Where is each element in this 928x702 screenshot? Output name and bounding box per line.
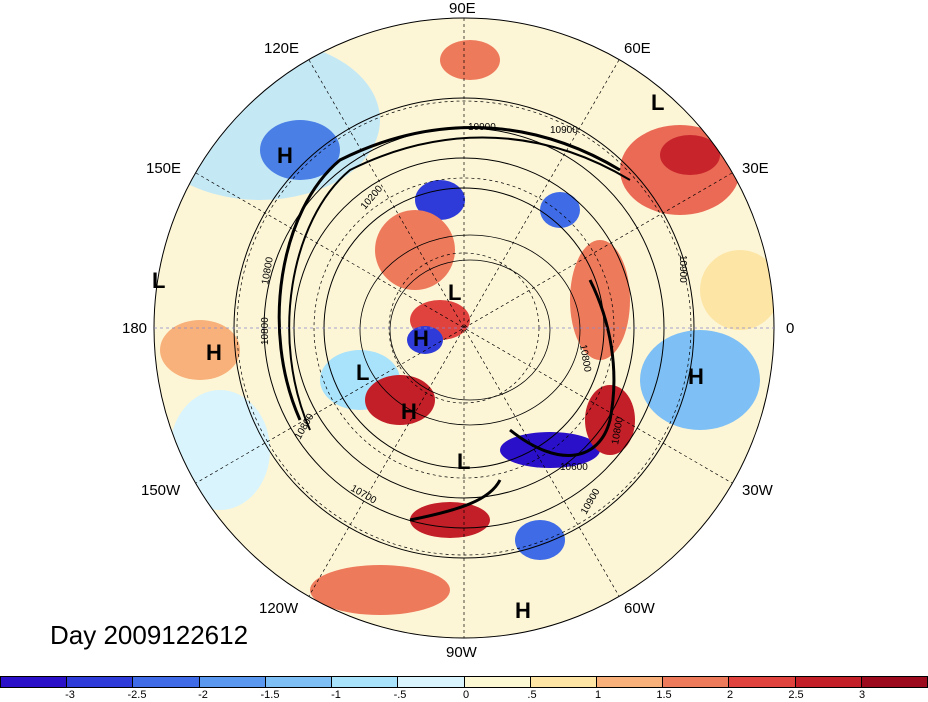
colorbar-swatch <box>795 677 862 687</box>
pressure-center-l: L <box>356 360 370 385</box>
contour-label: 10900 <box>550 125 578 136</box>
colorbar-swatch <box>596 677 664 687</box>
colorbar-swatch <box>861 677 928 687</box>
pressure-center-h: H <box>277 143 293 168</box>
lon-label-120e: 120E <box>264 40 300 57</box>
colorbar-tick: -1.5 <box>260 689 280 701</box>
colorbar-tick: 2.5 <box>788 689 804 701</box>
pressure-center-h: H <box>515 598 531 623</box>
pressure-center-l: L <box>448 280 462 305</box>
pressure-center-l: L <box>651 90 665 115</box>
colorbar <box>0 676 928 688</box>
pressure-center-h: H <box>401 399 417 424</box>
contour-label: 10800 <box>610 416 626 446</box>
colorbar-swatch <box>464 677 531 687</box>
lon-label-30e: 30E <box>742 160 769 177</box>
colorbar-tick: -.5 <box>393 689 407 701</box>
colorbar-tick: -2.5 <box>127 689 147 701</box>
colorbar-tick: 0 <box>462 689 470 701</box>
contour-label: 10900 <box>468 122 496 133</box>
colorbar-swatch <box>398 677 465 687</box>
contour-label: 10900 <box>579 487 603 517</box>
lon-label-90w: 90W <box>446 644 477 661</box>
colorbar-tick: -2 <box>198 689 208 701</box>
pressure-center-h: H <box>206 340 222 365</box>
lon-label-30w: 30W <box>742 482 773 499</box>
lon-label-150e: 150E <box>146 160 182 177</box>
lon-label-180: 180 <box>122 320 148 337</box>
contour-label: 10900 <box>677 255 688 283</box>
colorbar-swatch <box>199 677 266 687</box>
colorbar-tick: -3 <box>65 689 75 701</box>
colorbar-tick: -1 <box>331 689 341 701</box>
lon-label-90e: 90E <box>449 0 476 17</box>
colorbar-swatch <box>133 677 200 687</box>
colorbar-tick: 2 <box>726 689 734 701</box>
colorbar-swatch <box>530 677 597 687</box>
lon-label-0: 0 <box>786 320 795 337</box>
colorbar-swatch <box>67 677 134 687</box>
lon-label-60e: 60E <box>624 40 651 57</box>
pressure-center-l: L <box>152 268 166 293</box>
colorbar-tick: 1.5 <box>656 689 672 701</box>
graticule <box>153 17 775 639</box>
contour-label: 10800 <box>577 344 593 374</box>
lon-label-120w: 120W <box>259 600 299 617</box>
colorbar-swatch <box>663 677 730 687</box>
colorbar-swatch <box>729 677 796 687</box>
contour-label: 10700 <box>349 483 379 507</box>
contour-label: 10800 <box>260 317 271 345</box>
contour-label: 10600 <box>560 462 588 473</box>
contour-label: 10200 <box>359 183 386 212</box>
contour-label: 10800 <box>293 412 317 442</box>
colorbar-tick: .5 <box>527 689 537 701</box>
lon-label-60w: 60W <box>624 600 655 617</box>
colorbar-swatch <box>332 677 399 687</box>
day-title: Day 2009122612 <box>50 620 249 650</box>
pressure-center-l: L <box>457 449 471 474</box>
colorbar-tick: 1 <box>594 689 602 701</box>
colorbar-tick: 3 <box>858 689 866 701</box>
pressure-center-h: H <box>413 326 429 351</box>
pressure-center-h: H <box>688 364 704 389</box>
contour-label: 10800 <box>260 256 276 286</box>
colorbar-swatch <box>265 677 333 687</box>
colorbar-swatch <box>1 677 68 687</box>
lon-label-150w: 150W <box>141 482 181 499</box>
